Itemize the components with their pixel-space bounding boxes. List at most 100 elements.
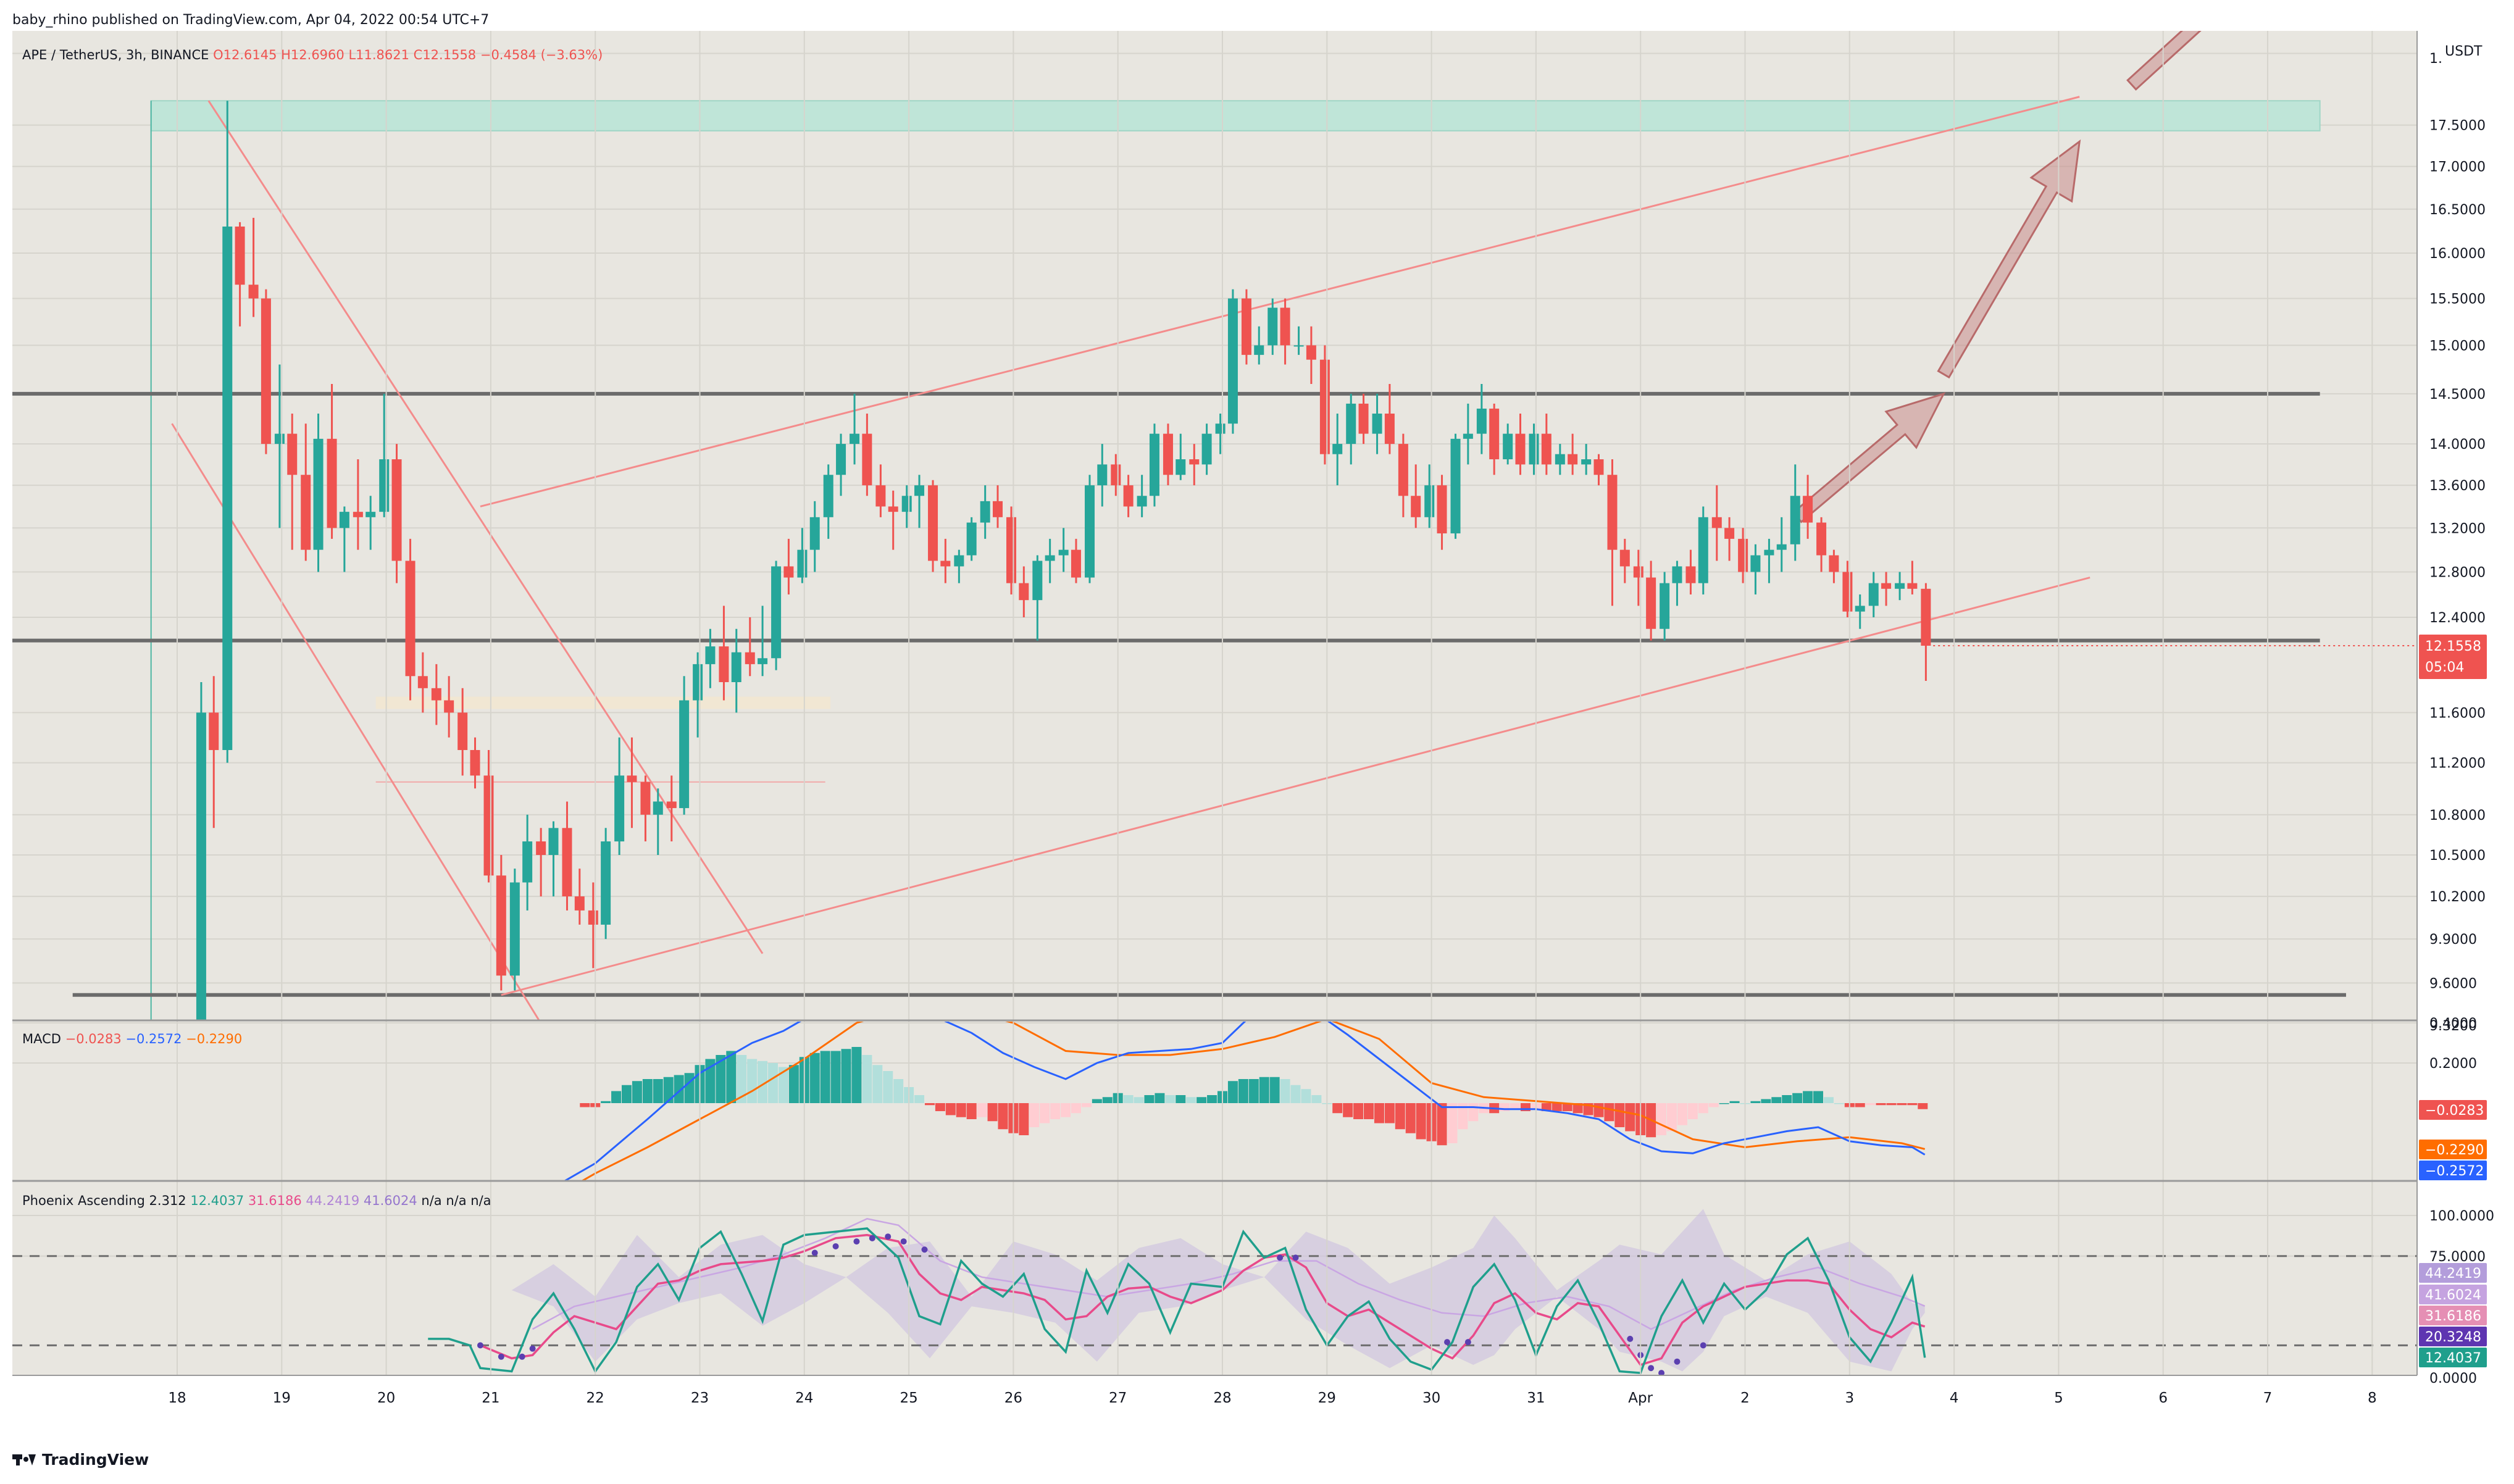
price-tick-label: 13.2000 [2429,521,2486,536]
candle [1790,464,1800,561]
candle-body [614,775,625,842]
candle-body [797,549,808,578]
macd-line-label-box [2419,1161,2487,1180]
candle-body [509,882,520,976]
macd-histogram-bar [1134,1097,1144,1103]
oscillator-cloud [511,1209,1925,1372]
candle-body [1463,433,1473,439]
price-tick-label: 14.5000 [2429,387,2486,402]
candle-body [1097,464,1108,486]
macd-histogram-bar [1447,1103,1458,1143]
candle [1358,393,1369,444]
candle-body [666,801,677,809]
candle [1515,414,1526,475]
candle [1384,383,1395,454]
candle-body [875,485,886,507]
candle [1581,444,1592,475]
candle [509,869,520,991]
macd-histogram-bar [1541,1103,1551,1111]
oscillator-dot [1700,1342,1706,1349]
tradingview-brand[interactable]: TradingView [12,1451,149,1469]
candle-body [771,566,782,659]
candle [1619,538,1630,583]
candle-body [1529,433,1539,465]
macd-histogram-bar [935,1103,945,1111]
candle-body [470,750,480,776]
macd-hist-label-value: −0.0283 [2425,1103,2484,1119]
macd-histogram-bar [642,1079,653,1103]
candle-body [783,566,794,578]
candle [313,414,324,572]
candle-body [1855,606,1865,612]
time-tick-label: 2 [1740,1390,1750,1406]
candle-body [1555,454,1565,465]
ohlc-low: L11.8621 [348,48,413,62]
macd-histogram-bar [1165,1095,1176,1103]
candle-body [1803,496,1813,523]
macd-histogram-bar [1656,1103,1667,1135]
candle-body [1698,517,1708,583]
candle-body [417,676,428,688]
candle [1776,517,1787,572]
candle-body [1411,496,1421,517]
time-tick-label: 27 [1109,1390,1127,1406]
ohlc-change: −0.4584 (−3.63%) [480,48,603,62]
candle-body [993,501,1003,517]
last-price-box [2419,635,2487,680]
trend-line [501,577,2090,996]
macd-histogram-bar [1750,1101,1761,1103]
candle-body [522,841,533,883]
candle [875,464,886,517]
macd-histogram-bar [716,1055,726,1103]
candle-body [966,522,977,556]
candle-body [1790,496,1800,544]
oscillator-na: n/a n/a n/a [421,1193,491,1208]
candle-body [562,828,572,897]
macd-legend: MACD −0.0283 −0.2572 −0.2290 [22,1032,242,1046]
macd-histogram-bar [684,1073,695,1103]
candle [1895,572,1905,601]
candle [339,506,349,572]
candle-body [1123,485,1134,507]
osc-v2-label-value: 31.6186 [2425,1309,2481,1324]
candle-body [809,517,820,550]
macd-pane [12,1022,2417,1180]
candle [301,423,311,561]
candle [1541,414,1551,475]
time-tick-label: 8 [2368,1390,2377,1406]
candle [731,628,741,713]
candle-body [339,512,349,528]
candle [1084,475,1095,583]
macd-histogram-bar [1782,1095,1792,1103]
macd-histogram-bar [747,1059,758,1103]
price-tick-label: 11.2000 [2429,756,2486,772]
candle [705,628,716,688]
candle-body [574,896,585,911]
macd-title: MACD [22,1032,65,1046]
candle-body [1776,544,1787,550]
candle [222,101,233,763]
candle [1503,423,1513,465]
candle [1045,538,1055,583]
candle [1241,289,1251,365]
macd-histogram-bar [663,1077,674,1103]
candle-body [1267,307,1278,346]
price-tick-label: 10.2000 [2429,890,2486,905]
macd-histogram-bar [1803,1091,1813,1103]
candle-body [1280,307,1290,346]
candle-body [379,459,390,512]
oscillator-dot [1464,1339,1471,1346]
candle [653,788,663,855]
candle [954,549,964,583]
candle [966,517,977,561]
candle-body [1437,485,1447,534]
macd-histogram-bar [1353,1103,1364,1119]
candle [522,814,533,911]
candle [823,464,833,539]
macd-histogram-bar [1029,1103,1040,1127]
candle-body [287,433,298,475]
candle [1398,433,1408,517]
candle-body [1137,496,1147,507]
macd-histogram-bar [653,1079,663,1103]
